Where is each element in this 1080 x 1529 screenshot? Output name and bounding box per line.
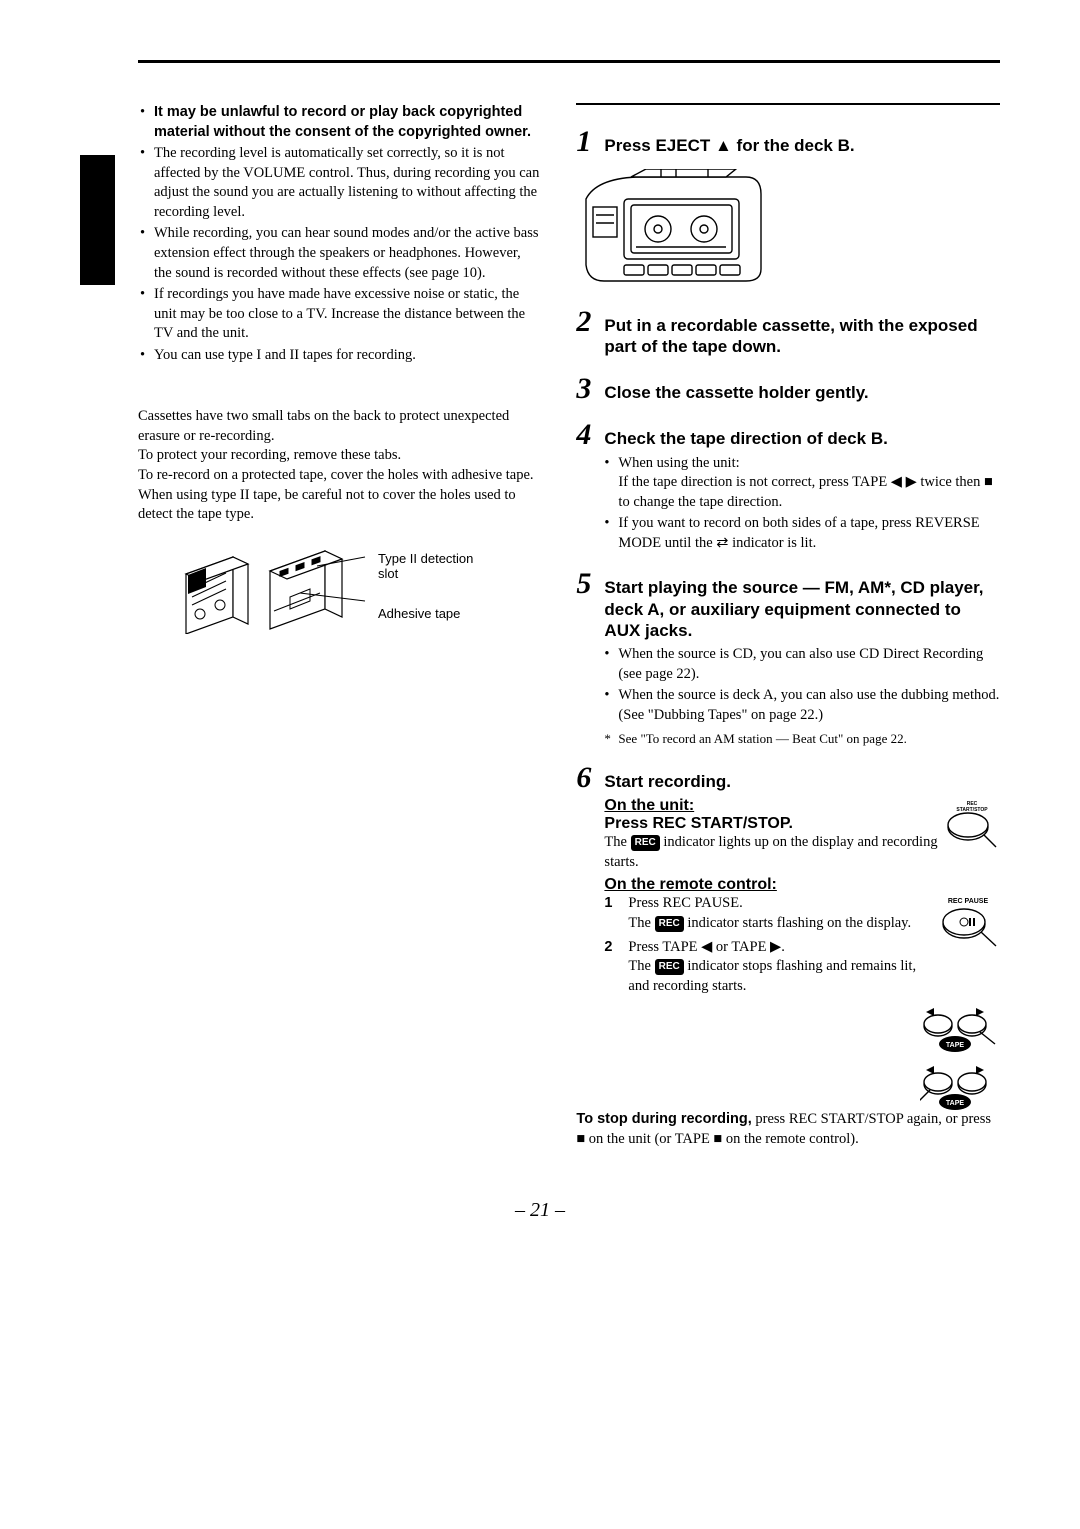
step-4-bullets: When using the unit: If the tape directi…	[604, 454, 1000, 554]
cassette-callouts: Type II detection slot Adhesive tape	[378, 551, 473, 622]
step-4-title: Check the tape direction of deck B.	[604, 428, 887, 449]
rec-indicator-icon: REC	[631, 835, 660, 851]
step-6-title: Start recording.	[604, 771, 731, 792]
step-4: 4 Check the tape direction of deck B. Wh…	[576, 420, 1000, 554]
rec-start-stop-figure: REC START/STOP	[944, 797, 1000, 851]
on-unit-heading: On the unit:	[604, 797, 1000, 815]
step-5-title: Start playing the source — FM, AM*, CD p…	[604, 577, 1000, 641]
step-number: 6	[576, 763, 596, 793]
right-column-rule	[576, 103, 1000, 105]
on-unit-body: The REC indicator lights up on the displ…	[604, 833, 1000, 872]
rec-indicator-icon: REC	[655, 916, 684, 932]
step-number: 5	[576, 569, 596, 599]
cassette-tabs-p3: To re-record on a protected tape, cover …	[138, 466, 541, 486]
cassette-tabs-p1: Cassettes have two small tabs on the bac…	[138, 407, 541, 446]
svg-text:TAPE: TAPE	[946, 1100, 964, 1107]
step-number: 4	[576, 420, 596, 450]
step-2-title: Put in a recordable cassette, with the e…	[604, 315, 1000, 358]
on-remote-heading: On the remote control:	[604, 876, 1000, 894]
step-5-footnote: See "To record an AM station — Beat Cut"…	[604, 731, 1000, 747]
left-column: It may be unlawful to record or play bac…	[138, 103, 541, 1149]
note-item: The recording level is automatically set…	[138, 144, 541, 222]
notes-list: It may be unlawful to record or play bac…	[138, 103, 541, 365]
cassette-tabs-p4: When using type II tape, be careful not …	[138, 486, 541, 525]
step-1-title: Press EJECT ▲ for the deck B.	[604, 135, 854, 156]
step-3: 3 Close the cassette holder gently.	[576, 374, 1000, 404]
deck-b-figure	[576, 169, 1000, 289]
page: It may be unlawful to record or play bac…	[0, 0, 1080, 1262]
note-item: If recordings you have made have excessi…	[138, 285, 541, 344]
svg-text:TAPE: TAPE	[946, 1042, 964, 1049]
note-item: You can use type I and II tapes for reco…	[138, 346, 541, 366]
step-2: 2 Put in a recordable cassette, with the…	[576, 307, 1000, 358]
rec-start-stop-button-icon: REC START/STOP	[944, 797, 1000, 851]
step-3-title: Close the cassette holder gently.	[604, 382, 868, 403]
tape-buttons-figure: TAPE TAPE	[920, 1000, 1000, 1110]
page-number: – 21 –	[80, 1199, 1000, 1222]
tape-buttons-icon: TAPE TAPE	[920, 1000, 1000, 1110]
remote-step-1: 1 Press REC PAUSE. The REC indicator sta…	[604, 894, 932, 933]
rec-indicator-icon: REC	[655, 959, 684, 975]
step-4-bullet: If you want to record on both sides of a…	[604, 514, 1000, 553]
rec-pause-label: REC PAUSE	[948, 898, 989, 905]
note-copyright-text: It may be unlawful to record or play bac…	[154, 104, 531, 140]
step-5-bullet: When the source is deck A, you can also …	[604, 686, 1000, 725]
cassette-deck-icon	[576, 169, 766, 289]
step-number: 2	[576, 307, 596, 337]
right-column: 1 Press EJECT ▲ for the deck B.	[576, 103, 1000, 1149]
top-rule	[138, 60, 1000, 63]
step-number: 3	[576, 374, 596, 404]
remote-step-2: 2 Press TAPE ◀ or TAPE ▶. The REC indica…	[604, 938, 932, 997]
rec-start-stop-label: START/STOP	[956, 807, 988, 813]
step-1: 1 Press EJECT ▲ for the deck B.	[576, 127, 1000, 289]
cassette-tabs-p2: To protect your recording, remove these …	[138, 446, 541, 466]
note-copyright: It may be unlawful to record or play bac…	[138, 103, 541, 142]
cassette-icon	[178, 539, 368, 634]
stop-recording-note: To stop during recording, press REC STAR…	[576, 1110, 1000, 1149]
note-item: While recording, you can hear sound mode…	[138, 224, 541, 283]
step-4-bullet: When using the unit: If the tape directi…	[604, 454, 1000, 513]
on-unit-action: Press REC START/STOP.	[604, 815, 1000, 833]
step-number: 1	[576, 127, 596, 157]
rec-pause-button-icon: REC PAUSE	[938, 894, 1000, 950]
section-tab	[80, 155, 115, 285]
two-column-layout: It may be unlawful to record or play bac…	[138, 103, 1000, 1149]
callout-type2-slot: Type II detection slot	[378, 551, 473, 582]
callout-adhesive-tape: Adhesive tape	[378, 606, 473, 622]
rec-pause-figure: REC PAUSE	[938, 894, 1000, 950]
step-5: 5 Start playing the source — FM, AM*, CD…	[576, 569, 1000, 747]
step-6: 6 Start recording. REC START/STOP	[576, 763, 1000, 996]
cassette-figure: Type II detection slot Adhesive tape	[178, 539, 541, 634]
step-5-bullets: When the source is CD, you can also use …	[604, 645, 1000, 725]
step-5-bullet: When the source is CD, you can also use …	[604, 645, 1000, 684]
